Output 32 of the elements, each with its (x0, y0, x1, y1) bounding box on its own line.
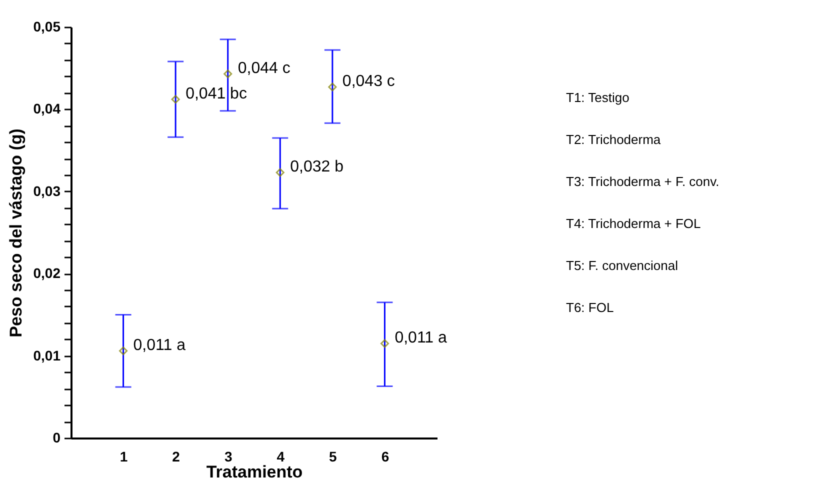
text: T3: Trichoderma + F. conv. (566, 174, 720, 191)
data-label: 0,043 c (342, 73, 395, 90)
data-label: 0,011 a (133, 336, 186, 354)
x-tick-label: 3 (224, 448, 232, 464)
data-label: 0,032 b (290, 158, 344, 176)
y-tick-label: 0,04 (33, 100, 61, 117)
text: T2: Trichoderma (566, 132, 662, 149)
x-tick-label: 5 (329, 448, 338, 464)
point (171, 95, 180, 104)
point (276, 168, 284, 177)
y-tick-label: 0,03 (33, 182, 61, 199)
x-axis-title: Tratamiento (206, 462, 303, 482)
x-tick-label: 6 (381, 448, 390, 464)
y-tick-label: 0 (52, 430, 61, 446)
x-tick-label: 4 (276, 448, 285, 464)
y-tick-label: 0,01 (33, 347, 61, 364)
data-label: 0,044 c (238, 60, 290, 77)
y-tick-label: 0,05 (33, 18, 61, 34)
x-tick-label: 2 (172, 448, 180, 464)
x-tick-label: 1 (120, 448, 128, 464)
data-label: 0,041 bc (186, 85, 247, 102)
text: T4: Trichoderma + FOL (566, 216, 702, 233)
point (224, 70, 232, 78)
point (328, 82, 337, 92)
text: T1: Testigo (566, 90, 630, 107)
point (380, 339, 389, 348)
y-axis-title: Peso seco del vástago (g) (6, 128, 26, 338)
text: T5: F. convencional (566, 258, 680, 275)
data-label: 0,011 a (394, 329, 448, 346)
y-tick-label: 0,02 (33, 265, 61, 282)
text: T6: FOL (566, 300, 615, 317)
point (119, 346, 128, 356)
